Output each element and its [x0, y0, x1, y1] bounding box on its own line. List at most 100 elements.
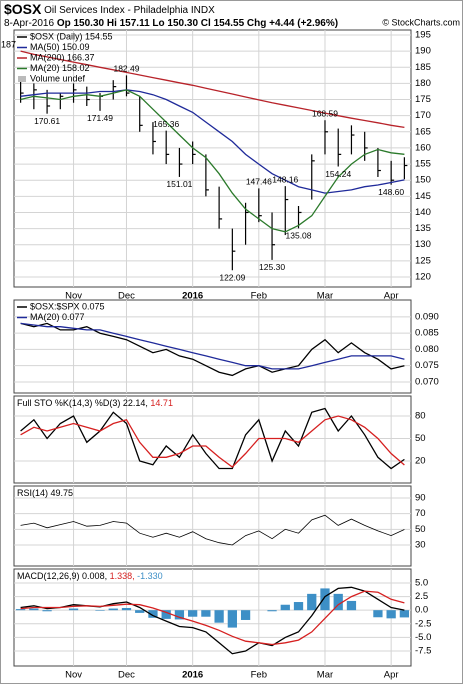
y-tick-label: 20 — [415, 456, 426, 467]
value-label: 154.24 — [325, 169, 351, 179]
y-tick-label: 160 — [415, 142, 431, 153]
y-tick-label: 50 — [415, 524, 426, 535]
legend-label: Volume undef — [30, 73, 86, 83]
x-tick-label: 2016 — [182, 670, 203, 681]
y-tick-label: 0.085 — [415, 328, 439, 339]
value-label: 148.60 — [378, 187, 404, 197]
histogram-bar — [333, 593, 343, 611]
histogram-bar — [135, 610, 145, 613]
legend-label: $OSX:$SPX 0.075 — [30, 301, 105, 311]
value-label: 151.01 — [166, 179, 192, 189]
legend-label: MA(200) 166.37 — [30, 52, 95, 62]
x-tick-label: Feb — [251, 291, 267, 302]
plot-area — [14, 30, 411, 287]
value-label: 147.46 — [246, 177, 272, 187]
y-tick-label: 50 — [415, 433, 426, 444]
legend-label: $OSX (Daily) 154.55 — [30, 31, 113, 41]
y-tick-label: 175 — [415, 94, 431, 105]
y-tick-label: 190 — [415, 46, 431, 57]
value-label: 125.30 — [259, 262, 285, 272]
y-tick-label: 80 — [415, 411, 426, 422]
panel-legend: RSI(14) 49.75 — [17, 488, 73, 498]
histogram-bar — [148, 610, 158, 618]
histogram-bar — [386, 610, 396, 619]
legend-value: -1.330 — [137, 571, 163, 581]
value-label: 148.16 — [272, 174, 298, 184]
panel-frame — [13, 29, 412, 288]
series-line — [20, 415, 405, 468]
panel-frame — [13, 568, 412, 667]
y-tick-label: 130 — [415, 239, 431, 250]
legend-value: 22.14, — [123, 398, 148, 408]
x-tick-label: Apr — [384, 670, 399, 681]
histogram-bar — [15, 609, 26, 611]
y-tick-label: 0.0 — [415, 605, 428, 616]
panel-title: MACD(12,26,9) — [17, 571, 80, 581]
legend-label: MA(50) 150.09 — [30, 42, 90, 52]
value-label: 182.49 — [113, 64, 139, 74]
x-tick-label: Apr — [384, 291, 399, 302]
y-tick-label: 5.0 — [415, 577, 428, 588]
histogram-bar — [320, 588, 330, 611]
y-tick-label: 0.070 — [415, 376, 439, 387]
histogram-bar — [346, 600, 357, 611]
y-tick-label: 70 — [415, 508, 426, 519]
series-line — [20, 322, 405, 377]
series-line — [20, 407, 405, 470]
histogram-bar — [29, 608, 39, 611]
y-tick-label: 0.090 — [415, 311, 439, 322]
histogram-bar — [373, 610, 383, 618]
legend-value: 49.75 — [51, 488, 74, 498]
y-tick-label: 30 — [415, 540, 426, 551]
quote: Op 150.30 Hi 157.11 Lo 150.30 Cl 154.55 … — [57, 18, 338, 29]
source: © StockCharts.com — [382, 17, 460, 27]
histogram-bar — [267, 610, 277, 612]
y-tick-label: 170 — [415, 110, 431, 121]
value-label: 165.36 — [153, 119, 179, 129]
x-tick-label: Mar — [317, 670, 333, 681]
quote-line: 8-Apr-2016 Op 150.30 Hi 157.11 Lo 150.30… — [4, 18, 338, 29]
value-label: 168.59 — [312, 108, 338, 118]
histogram-bar — [201, 610, 211, 617]
y-tick-label: 165 — [415, 126, 431, 137]
legend-value: 1.338, — [110, 571, 135, 581]
legend-value: 0.008, — [82, 571, 107, 581]
series-line — [20, 89, 405, 194]
y-tick-label: 145 — [415, 191, 431, 202]
x-tick-label: Nov — [65, 291, 82, 302]
histogram-bar — [293, 602, 304, 611]
panel-title: Full STO %K(14,3) %D(3) — [17, 398, 120, 408]
legend-label: MA(20) 158.02 — [30, 63, 90, 73]
y-tick-label: 2.5 — [415, 591, 428, 602]
series-line — [20, 322, 405, 370]
histogram-bar — [161, 610, 171, 619]
histogram-bar — [108, 608, 118, 611]
histogram-bar — [214, 610, 224, 623]
plot-area — [14, 569, 411, 666]
y-tick-label: 140 — [415, 207, 431, 218]
histogram-bar — [240, 610, 251, 620]
y-tick-label: -2.5 — [415, 618, 431, 629]
y-tick-label: 135 — [415, 223, 431, 234]
x-tick-label: Nov — [65, 670, 82, 681]
y-tick-label: 155 — [415, 159, 431, 170]
y-tick-label: 180 — [415, 78, 431, 89]
histogram-bar — [174, 610, 185, 620]
panel-frame — [13, 299, 412, 394]
panel-legend: Full STO %K(14,3) %D(3) 22.14, 14.71 — [17, 398, 173, 408]
histogram-bar — [42, 610, 52, 612]
histogram-bar — [121, 608, 132, 611]
y-tick-label: 185 — [415, 62, 431, 73]
series-line — [20, 89, 405, 233]
y-tick-label: 0.080 — [415, 344, 439, 355]
histogram-bar — [188, 610, 198, 617]
histogram-bar — [95, 610, 105, 611]
value-label: 171.49 — [87, 113, 113, 123]
legend-label: MA(20) 0.077 — [30, 312, 85, 322]
chart-header: $OSX Oil Services Index - Philadelphia I… — [4, 1, 215, 17]
date: 8-Apr-2016 — [4, 18, 54, 29]
y-tick-label: 150 — [415, 175, 431, 186]
series-line — [20, 514, 405, 546]
series-line — [20, 590, 405, 646]
